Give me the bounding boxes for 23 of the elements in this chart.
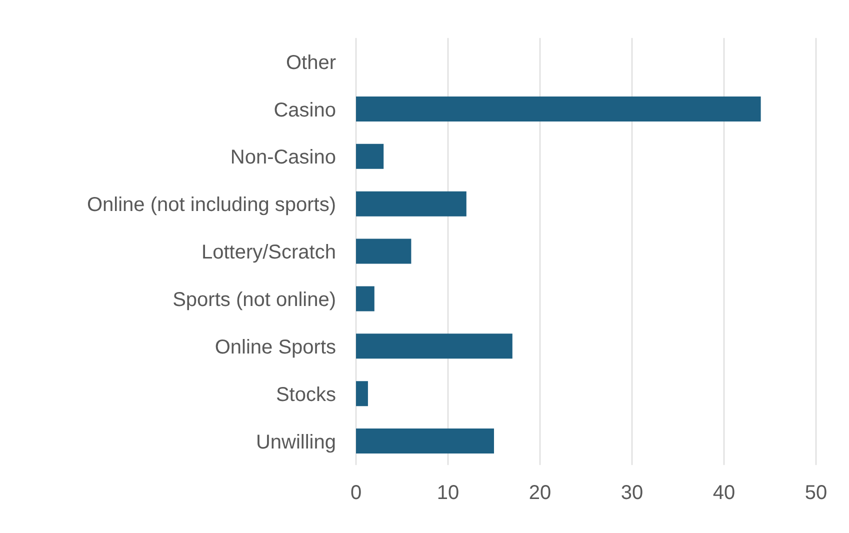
y-tick-label: Casino <box>274 99 336 122</box>
y-tick-label: Unwilling <box>256 431 336 454</box>
y-tick-label: Lottery/Scratch <box>201 242 336 264</box>
x-tick-label: 40 <box>712 482 736 504</box>
y-tick-label: Online Sports <box>214 336 336 358</box>
x-tick-label: 50 <box>804 482 828 504</box>
x-tick-label: 30 <box>620 482 644 504</box>
bar <box>356 286 374 312</box>
y-tick-label: Non-Casino <box>230 146 336 169</box>
y-tick-label: Stocks <box>276 384 336 406</box>
x-tick-label: 0 <box>350 482 362 504</box>
bar <box>356 144 384 169</box>
bar <box>356 238 412 264</box>
bar <box>356 191 466 216</box>
y-tick-label: Online (not including sports) <box>86 194 336 216</box>
x-tick-label: 20 <box>528 482 552 504</box>
y-tick-label: Sports (not online) <box>172 289 336 312</box>
bar <box>356 334 512 359</box>
y-tick-label: Other <box>286 52 336 74</box>
bar <box>356 96 761 122</box>
bar <box>356 381 368 406</box>
x-tick-label: 10 <box>436 482 460 504</box>
bar <box>356 428 494 454</box>
